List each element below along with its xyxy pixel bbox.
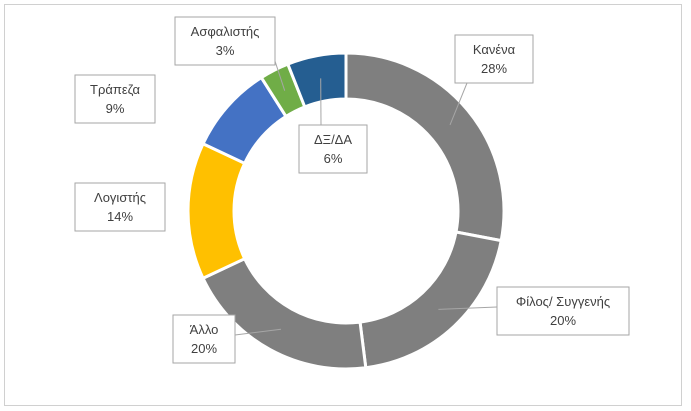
leader-line-1	[438, 306, 498, 310]
leader-line-2	[234, 328, 282, 336]
slice-value-label: 9%	[106, 101, 125, 116]
slice-category-label: Τράπεζα	[90, 82, 140, 97]
leader-line-0	[449, 82, 468, 126]
slice-6	[285, 51, 348, 109]
data-label-4: Τράπεζα 9%	[74, 74, 156, 124]
data-label-6: ΔΞ/ΔΑ 6%	[298, 124, 368, 174]
data-label-box	[74, 74, 156, 124]
data-label-box	[74, 182, 166, 232]
data-label-3: Λογιστής 14%	[74, 182, 166, 232]
slice-value-label: 14%	[107, 209, 133, 224]
slice-value-label: 20%	[550, 313, 576, 328]
doughnut-chart: Κανένα 28% Φίλος/ Συγγενής 20% Άλλο 20% Λογιστ…	[74, 16, 630, 371]
slice-value-label: 6%	[324, 151, 343, 166]
slice-value-label: 20%	[191, 341, 217, 356]
slice-value-label: 28%	[481, 61, 507, 76]
data-label-0: Κανένα 28%	[454, 34, 534, 84]
slice-category-label: Ασφαλιστής	[191, 24, 260, 39]
slice-category-label: Φίλος/ Συγγενής	[516, 294, 610, 309]
slice-value-label: 3%	[216, 43, 235, 58]
slice-category-label: Άλλο	[190, 322, 219, 337]
data-label-box	[298, 124, 368, 174]
slice-1	[358, 230, 503, 370]
chart-frame: Κανένα 28% Φίλος/ Συγγενής 20% Άλλο 20% Λογιστ…	[4, 4, 682, 406]
data-label-box	[174, 16, 276, 66]
data-label-5: Ασφαλιστής 3%	[174, 16, 276, 66]
data-label-1: Φίλος/ Συγγενής 20%	[496, 286, 630, 336]
data-label-box	[496, 286, 630, 336]
slice-category-label: Κανένα	[473, 42, 516, 57]
slice-category-label: ΔΞ/ΔΑ	[314, 132, 352, 147]
data-label-box	[454, 34, 534, 84]
slice-3	[186, 141, 247, 281]
data-label-2: Άλλο 20%	[172, 314, 236, 364]
data-label-box	[172, 314, 236, 364]
slice-category-label: Λογιστής	[94, 190, 146, 205]
